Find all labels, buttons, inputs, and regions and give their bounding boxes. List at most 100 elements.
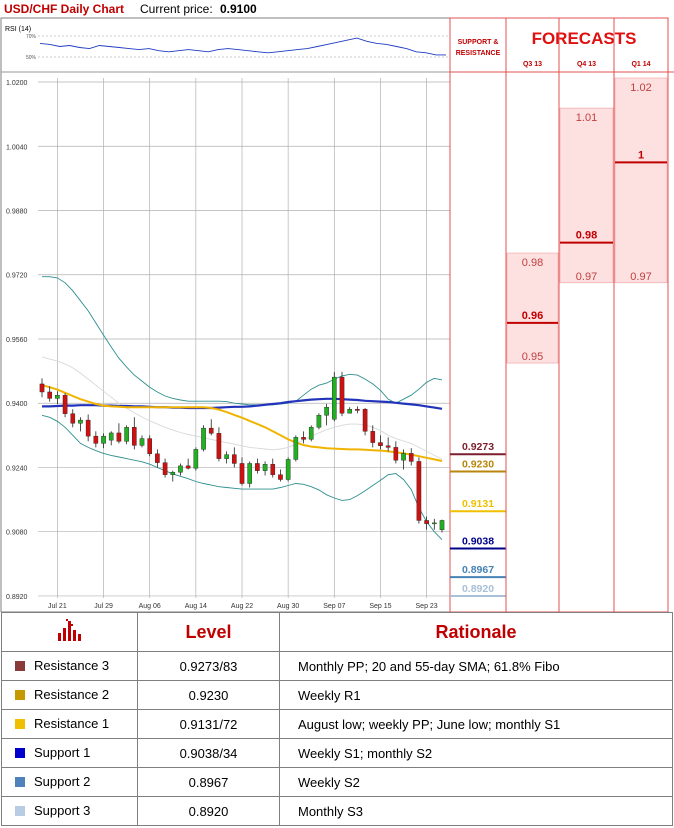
- y-tick-label: 0.9720: [6, 273, 28, 280]
- bar-chart-icon: [57, 618, 81, 641]
- chart-frame: [0, 17, 451, 612]
- forecast-low-label: 0.95: [522, 351, 543, 363]
- level-name: Support 2: [34, 774, 91, 790]
- x-tick-label: Aug 06: [139, 603, 161, 610]
- level-name-cell: Resistance 3: [1, 651, 138, 681]
- candle-body: [247, 463, 252, 484]
- level-rationale: Monthly PP; 20 and 55-day SMA; 61.8% Fib…: [279, 651, 673, 681]
- bollinger-mid-line: [41, 356, 443, 460]
- candle-body: [101, 435, 106, 444]
- level-value: 0.9230: [137, 680, 280, 710]
- level-value: 0.8920: [137, 796, 280, 826]
- candle-body: [224, 454, 229, 459]
- forecast-quarter-label: Q1 14: [631, 61, 650, 68]
- candle-body: [162, 462, 168, 475]
- table-row: Support 2 0.8967 Weekly S2: [1, 767, 673, 797]
- bars-icon-header: [1, 612, 138, 652]
- candle-body: [324, 407, 329, 416]
- candle-body: [293, 437, 299, 460]
- level-value: 0.8967: [137, 767, 280, 797]
- forecast-mid-label: 0.98: [576, 230, 597, 242]
- level-name: Resistance 2: [34, 687, 110, 703]
- candle-body: [278, 474, 283, 480]
- rsi-tick-label: 70%: [26, 34, 37, 40]
- forecast-high-label: 1.02: [630, 82, 651, 94]
- candle-body: [47, 391, 52, 399]
- forecast-range-box: [559, 107, 614, 284]
- rationale-header: Rationale: [279, 612, 673, 652]
- level-rationale: Weekly S1; monthly S2: [279, 738, 673, 768]
- rsi-tick-label: 50%: [26, 55, 37, 61]
- chart-area: RSI (14)70% 50% 1.0200 1.0040 0.9880 0.9720 0.…: [0, 17, 674, 612]
- candle-body: [255, 463, 260, 471]
- sma-short-line: [41, 384, 443, 462]
- candle-body: [178, 465, 183, 473]
- candle-body: [401, 453, 406, 461]
- candle-body: [355, 409, 360, 411]
- candle-body: [201, 427, 206, 450]
- candle-body: [308, 427, 314, 440]
- forecast-column: [558, 17, 615, 612]
- candle-body: [147, 438, 152, 455]
- candle-body: [108, 432, 114, 441]
- chart-title: USD/CHF Daily Chart: [4, 2, 125, 16]
- candle-body: [132, 427, 137, 446]
- candle-body: [416, 461, 422, 521]
- level-color-swatch: [15, 689, 25, 700]
- sr-level-label: 0.8967: [462, 564, 494, 576]
- level-name: Resistance 1: [34, 716, 110, 732]
- candle-body: [139, 438, 145, 446]
- bollinger-upper-line: [42, 276, 443, 406]
- candle-body: [370, 431, 376, 443]
- candle-body: [93, 435, 99, 444]
- y-tick-label: 0.8920: [6, 594, 28, 601]
- candle-body: [316, 415, 322, 428]
- bollinger-lower-line: [41, 414, 443, 541]
- level-rationale: Weekly S2: [279, 767, 673, 797]
- level-name: Support 3: [34, 803, 91, 819]
- candle-body: [378, 442, 383, 446]
- level-name-cell: Support 3: [1, 796, 138, 826]
- x-tick-label: Sep 15: [369, 603, 391, 610]
- candle-body: [439, 520, 445, 530]
- levels-table-container: Level Rationale Resistance 3 0.9273/83 Mon…: [0, 612, 674, 828]
- level-value: 0.9131/72: [137, 709, 280, 739]
- candle-body: [62, 394, 68, 414]
- level-rationale: Monthly S3: [279, 796, 673, 826]
- table-header-row: Level Rationale: [1, 612, 673, 652]
- level-color-swatch: [15, 805, 25, 816]
- level-name-cell: Support 1: [1, 738, 138, 768]
- candle-body: [432, 522, 437, 525]
- sr-column: [449, 17, 507, 612]
- level-color-swatch: [15, 776, 25, 787]
- rsi-line: [39, 37, 446, 56]
- candle-body: [301, 437, 306, 440]
- level-color-swatch: [15, 660, 25, 671]
- level-name: Resistance 3: [34, 658, 110, 674]
- candle-body: [385, 445, 391, 448]
- candle-body: [78, 419, 83, 424]
- sr-level-label: 0.8920: [462, 583, 494, 595]
- forecast-low-label: 0.97: [630, 271, 651, 283]
- y-tick-label: 0.9400: [6, 401, 28, 408]
- forecast-mid-label: 0.96: [522, 310, 543, 322]
- candle-body: [216, 433, 222, 459]
- forecast-low-label: 0.97: [576, 271, 597, 283]
- candle-body: [39, 383, 45, 393]
- x-tick-label: Sep 23: [416, 603, 438, 610]
- candle-body: [362, 409, 368, 432]
- level-rationale: Weekly R1: [279, 680, 673, 710]
- candle-body: [285, 459, 291, 480]
- candle-body: [116, 432, 122, 442]
- forecast-quarter-label: Q4 13: [577, 61, 596, 68]
- current-price-value: 0.9100: [220, 2, 257, 16]
- x-tick-label: Jul 29: [94, 603, 113, 610]
- level-value: 0.9038/34: [137, 738, 280, 768]
- candle-body: [270, 464, 276, 475]
- candle-body: [55, 394, 60, 399]
- candle-body: [262, 464, 268, 471]
- sr-level-label: 0.9131: [462, 498, 494, 510]
- forecast-mid-label: 1: [638, 149, 644, 161]
- level-name-cell: Resistance 2: [1, 680, 138, 710]
- forecast-range-box: [614, 77, 668, 284]
